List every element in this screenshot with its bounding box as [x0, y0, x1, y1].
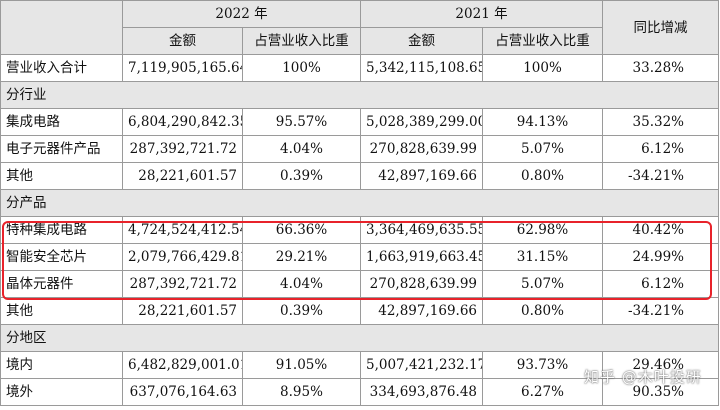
- amount-2022: 2,079,766,429.81: [122, 243, 243, 271]
- amount-2021: 42,897,169.66: [360, 162, 483, 190]
- header-yoy: 同比增减: [602, 0, 719, 55]
- header-row-subcols: 金额 占营业收入比重 金额 占营业收入比重: [1, 27, 719, 55]
- table-row: 电子元器件产品 287,392,721.72 4.04% 270,828,639…: [0, 135, 719, 163]
- share-2022: 8.95%: [242, 378, 361, 406]
- amount-2021: 5,007,421,232.17: [360, 351, 483, 379]
- yoy-change: 6.12%: [602, 270, 719, 298]
- row-label: 其他: [0, 162, 123, 190]
- table-row: 境外 637,076,164.63 8.95% 334,693,876.48 6…: [0, 378, 719, 406]
- yoy-change: -34.21%: [602, 162, 719, 190]
- row-label: 智能安全芯片: [0, 243, 123, 271]
- amount-2022: 6,804,290,842.35: [122, 108, 243, 136]
- share-2022: 4.04%: [242, 135, 361, 163]
- table-row: 其他 28,221,601.57 0.39% 42,897,169.66 0.8…: [0, 297, 719, 325]
- row-label: 特种集成电路: [0, 216, 123, 244]
- header-share-2022: 占营业收入比重: [242, 27, 361, 55]
- amount-2022: 287,392,721.72: [122, 270, 243, 298]
- yoy-change: 35.32%: [602, 108, 719, 136]
- section-title: 分行业: [0, 81, 719, 109]
- share-2021: 5.07%: [482, 135, 603, 163]
- amount-2021: 3,364,469,635.55: [360, 216, 483, 244]
- row-label: 电子元器件产品: [0, 135, 123, 163]
- header-year-2022: 2022 年: [122, 0, 361, 28]
- amount-2021: 1,663,919,663.45: [360, 243, 483, 271]
- yoy-change: 33.28%: [602, 54, 719, 82]
- yoy-change: 29.46%: [602, 351, 719, 379]
- share-2022: 29.21%: [242, 243, 361, 271]
- amount-2022: 6,482,829,001.01: [122, 351, 243, 379]
- amount-2022: 28,221,601.57: [122, 297, 243, 325]
- amount-2021: 270,828,639.99: [360, 270, 483, 298]
- section-row-industry: 分行业: [0, 81, 719, 109]
- section-row-product: 分产品: [0, 189, 719, 217]
- share-2022: 95.57%: [242, 108, 361, 136]
- table-row: 智能安全芯片 2,079,766,429.81 29.21% 1,663,919…: [0, 243, 719, 271]
- share-2022: 91.05%: [242, 351, 361, 379]
- amount-2022: 287,392,721.72: [122, 135, 243, 163]
- amount-2021: 42,897,169.66: [360, 297, 483, 325]
- row-label: 境外: [0, 378, 123, 406]
- share-2021: 0.80%: [482, 162, 603, 190]
- section-title: 分产品: [0, 189, 719, 217]
- header-amount-2021: 金额: [360, 27, 483, 55]
- amount-2021: 270,828,639.99: [360, 135, 483, 163]
- share-2022: 0.39%: [242, 162, 361, 190]
- yoy-change: 6.12%: [602, 135, 719, 163]
- share-2021: 6.27%: [482, 378, 603, 406]
- share-2022: 4.04%: [242, 270, 361, 298]
- amount-2021: 334,693,876.48: [360, 378, 483, 406]
- share-2021: 94.13%: [482, 108, 603, 136]
- share-2022: 100%: [242, 54, 361, 82]
- share-2021: 0.80%: [482, 297, 603, 325]
- amount-2021: 5,342,115,108.65: [360, 54, 483, 82]
- share-2021: 100%: [482, 54, 603, 82]
- yoy-change: -34.21%: [602, 297, 719, 325]
- amount-2021: 5,028,389,299.00: [360, 108, 483, 136]
- table-row: 特种集成电路 4,724,524,412.54 66.36% 3,364,469…: [0, 216, 719, 244]
- amount-2022: 637,076,164.63: [122, 378, 243, 406]
- share-2021: 93.73%: [482, 351, 603, 379]
- header-row-years: 2022 年 2021 年 同比增减: [0, 0, 719, 55]
- amount-2022: 7,119,905,165.64: [122, 54, 243, 82]
- table-row: 境内 6,482,829,001.01 91.05% 5,007,421,232…: [0, 351, 719, 379]
- header-share-2021: 占营业收入比重: [482, 27, 603, 55]
- row-label: 其他: [0, 297, 123, 325]
- section-row-region: 分地区: [0, 324, 719, 352]
- watermark: 知乎 @木叶投研: [584, 368, 702, 386]
- header-year-2021: 2021 年: [360, 0, 603, 28]
- yoy-change: 24.99%: [602, 243, 719, 271]
- table-row: 集成电路 6,804,290,842.35 95.57% 5,028,389,2…: [0, 108, 719, 136]
- table-row: 其他 28,221,601.57 0.39% 42,897,169.66 0.8…: [0, 162, 719, 190]
- share-2022: 66.36%: [242, 216, 361, 244]
- row-label: 集成电路: [0, 108, 123, 136]
- section-title: 分地区: [0, 324, 719, 352]
- yoy-change: 40.42%: [602, 216, 719, 244]
- table-row-total: 营业收入合计 7,119,905,165.64 100% 5,342,115,1…: [0, 54, 719, 82]
- share-2021: 5.07%: [482, 270, 603, 298]
- row-label: 营业收入合计: [0, 54, 123, 82]
- row-label: 晶体元器件: [0, 270, 123, 298]
- share-2021: 62.98%: [482, 216, 603, 244]
- share-2022: 0.39%: [242, 297, 361, 325]
- yoy-change: 90.35%: [602, 378, 719, 406]
- amount-2022: 28,221,601.57: [122, 162, 243, 190]
- share-2021: 31.15%: [482, 243, 603, 271]
- table-row: 晶体元器件 287,392,721.72 4.04% 270,828,639.9…: [0, 270, 719, 298]
- header-amount-2022: 金额: [122, 27, 243, 55]
- amount-2022: 4,724,524,412.54: [122, 216, 243, 244]
- header-blank: [0, 0, 123, 55]
- row-label: 境内: [0, 351, 123, 379]
